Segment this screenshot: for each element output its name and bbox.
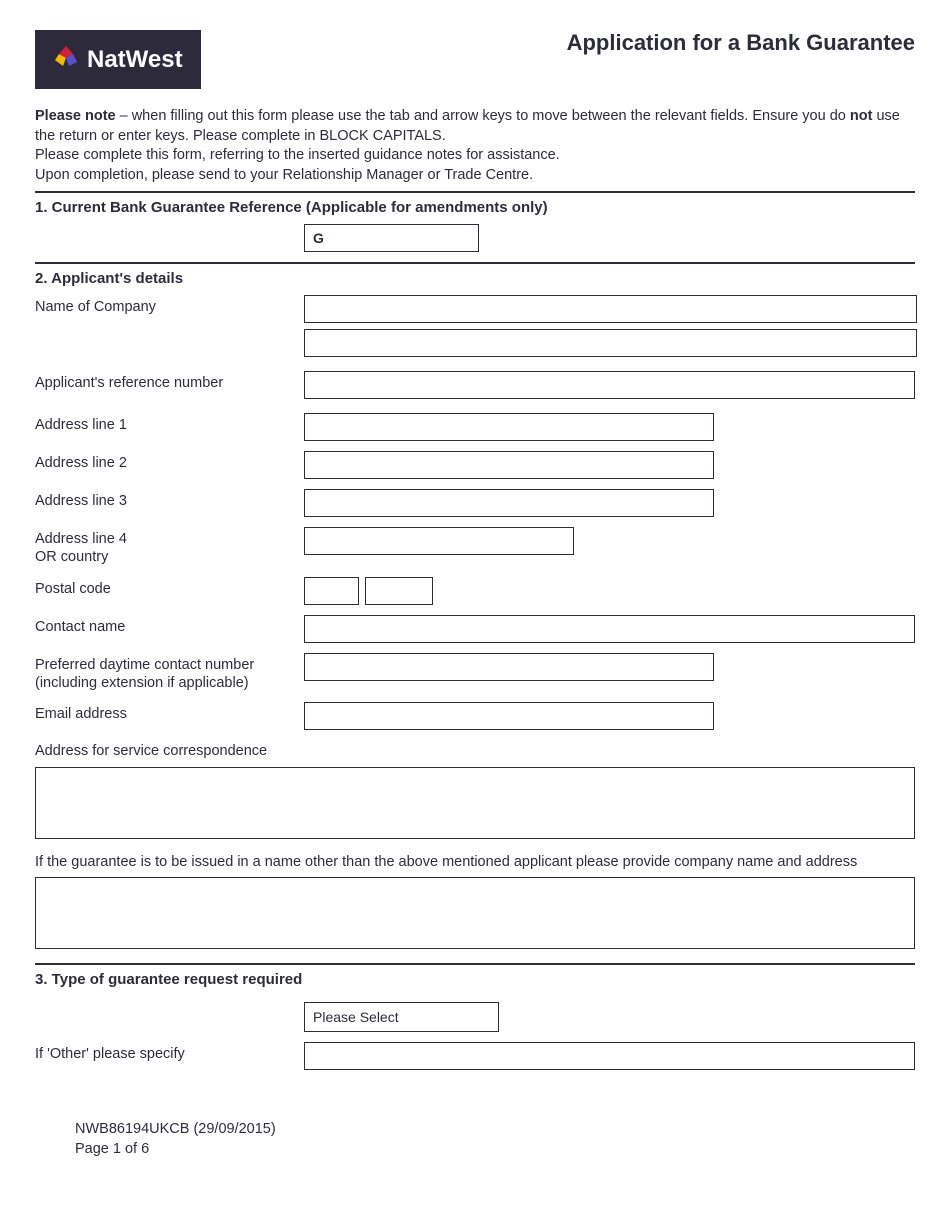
addr1-row: Address line 1	[35, 413, 915, 441]
footer-page: Page 1 of 6	[75, 1140, 915, 1160]
guarantee-type-row: Please Select	[35, 1002, 915, 1032]
postal-row: Postal code	[35, 577, 915, 605]
postal-input-1[interactable]	[304, 577, 359, 605]
email-row: Email address	[35, 702, 915, 730]
natwest-logo-icon	[53, 44, 79, 75]
intro-note: Please note – when filling out this form…	[35, 107, 915, 185]
addr3-label: Address line 3	[35, 489, 300, 510]
addr4-label: Address line 4 OR country	[35, 527, 300, 566]
contact-name-row: Contact name	[35, 615, 915, 643]
brand-logo: NatWest	[35, 30, 201, 89]
addr2-label: Address line 2	[35, 451, 300, 472]
contact-name-input[interactable]	[304, 615, 915, 643]
other-specify-input[interactable]	[304, 1042, 915, 1070]
addr2-row: Address line 2	[35, 451, 915, 479]
daytime-contact-input[interactable]	[304, 653, 714, 681]
postal-label: Postal code	[35, 577, 300, 598]
reference-input[interactable]: G	[304, 224, 479, 252]
intro-text-1: – when filling out this form please use …	[116, 108, 850, 124]
footer-ref: NWB86194UKCB (29/09/2015)	[75, 1120, 915, 1140]
divider	[35, 191, 915, 193]
postal-input-2[interactable]	[365, 577, 433, 605]
page-title: Application for a Bank Guarantee	[567, 30, 915, 56]
spacer	[35, 224, 300, 227]
intro-bold-please-note: Please note	[35, 108, 116, 124]
intro-bold-not: not	[850, 108, 873, 124]
company-name-input-1[interactable]	[304, 295, 917, 323]
email-input[interactable]	[304, 702, 714, 730]
section-1-heading: 1. Current Bank Guarantee Reference (App…	[35, 199, 915, 216]
email-label: Email address	[35, 702, 300, 723]
other-specify-row: If 'Other' please specify	[35, 1042, 915, 1070]
daytime-contact-row: Preferred daytime contact number (includ…	[35, 653, 915, 692]
addr4-row: Address line 4 OR country	[35, 527, 915, 566]
reference-row: G	[35, 224, 915, 252]
addr1-input[interactable]	[304, 413, 714, 441]
divider	[35, 963, 915, 965]
applicant-ref-input[interactable]	[304, 371, 915, 399]
other-name-note: If the guarantee is to be issued in a na…	[35, 853, 915, 872]
service-corr-textarea[interactable]	[35, 767, 915, 839]
addr1-label: Address line 1	[35, 413, 300, 434]
other-name-textarea[interactable]	[35, 877, 915, 949]
guarantee-type-select[interactable]: Please Select	[304, 1002, 499, 1032]
brand-name: NatWest	[87, 46, 183, 74]
service-corr-label: Address for service correspondence	[35, 742, 915, 761]
company-name-row: Name of Company	[35, 295, 915, 357]
addr2-input[interactable]	[304, 451, 714, 479]
contact-name-label: Contact name	[35, 615, 300, 636]
intro-line3: Upon completion, please send to your Rel…	[35, 167, 533, 183]
addr3-row: Address line 3	[35, 489, 915, 517]
header-row: NatWest Application for a Bank Guarantee	[35, 30, 915, 89]
spacer	[35, 1002, 300, 1005]
intro-line2: Please complete this form, referring to …	[35, 147, 560, 163]
addr3-input[interactable]	[304, 489, 714, 517]
footer: NWB86194UKCB (29/09/2015) Page 1 of 6	[35, 1120, 915, 1159]
daytime-contact-label: Preferred daytime contact number (includ…	[35, 653, 300, 692]
applicant-ref-label: Applicant's reference number	[35, 371, 300, 392]
other-specify-label: If 'Other' please specify	[35, 1042, 300, 1063]
applicant-ref-row: Applicant's reference number	[35, 371, 915, 399]
company-name-label: Name of Company	[35, 295, 300, 316]
company-name-input-2[interactable]	[304, 329, 917, 357]
addr4-input[interactable]	[304, 527, 574, 555]
section-2-heading: 2. Applicant's details	[35, 270, 915, 287]
divider	[35, 262, 915, 264]
section-3-heading: 3. Type of guarantee request required	[35, 971, 915, 988]
